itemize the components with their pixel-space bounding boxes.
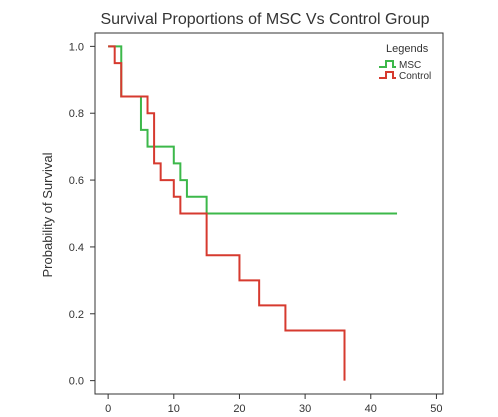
series-line-msc [108,45,398,215]
plot-frame [94,32,444,395]
ticks-layer: 0 10 20 30 40 50 0.0 0.2 0.4 0.6 0.8 1.0 [69,41,443,415]
x-tick-label: 50 [430,403,442,415]
x-tick-label: 40 [365,403,377,415]
x-tick-label: 0 [105,403,111,415]
series-line-control [108,45,346,381]
y-axis-label: Probability of Survival [40,152,55,277]
chart-title: Survival Proportions of MSC Vs Control G… [100,11,429,28]
legend-swatch-control [379,71,396,79]
y-tick-label: 0.2 [69,309,84,321]
legend-title: Legends [386,43,429,55]
legend-swatch-msc [379,60,396,68]
legend-label-control: Control [399,71,431,82]
x-tick-label: 10 [168,403,180,415]
y-tick-label: 0.6 [69,175,84,187]
y-tick-label: 1.0 [69,41,84,53]
y-tick-label: 0.4 [69,242,84,254]
y-tick-label: 0.0 [69,376,84,388]
x-tick-label: 30 [299,403,311,415]
series-layer [108,45,398,381]
y-tick-label: 0.8 [69,108,84,120]
x-tick-label: 20 [233,403,245,415]
legend-label-msc: MSC [399,60,421,71]
